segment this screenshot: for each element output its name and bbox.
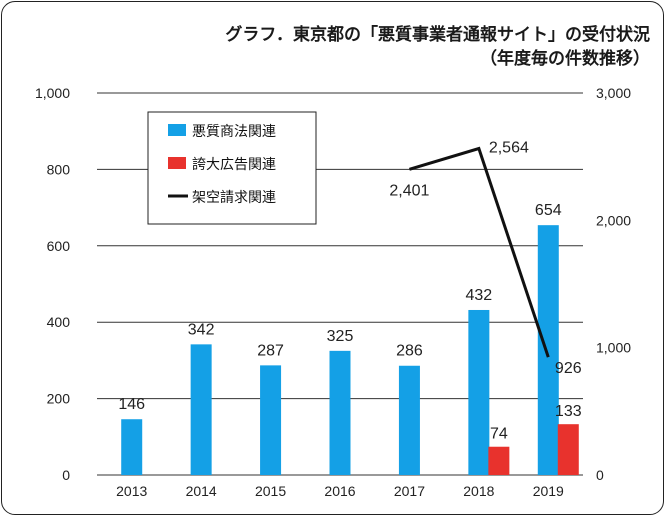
legend-label-1: 悪質商法関連 xyxy=(192,124,276,140)
y-right-tick-label: 1,000 xyxy=(596,340,631,356)
y-left-tick-label: 600 xyxy=(47,238,71,254)
line-path xyxy=(408,146,550,358)
y-left-tick-label: 400 xyxy=(47,314,71,330)
data-labels: 146 342 287 325 286 432 654 74 133 2,401 2,564 926 xyxy=(118,140,581,443)
bar-2015 xyxy=(260,365,282,475)
bar-2014 xyxy=(190,344,212,475)
chart-subtitle: （年度毎の件数推移） xyxy=(480,49,650,69)
data-label-blue: 342 xyxy=(188,321,215,338)
legend-label-2: 誇大広告関連 xyxy=(192,157,276,173)
legend-swatch-bar-blue xyxy=(168,124,186,136)
x-tick-label: 2018 xyxy=(463,483,494,499)
data-label-red: 74 xyxy=(490,426,508,443)
y-left-tick-label: 1,000 xyxy=(35,85,70,101)
y-right-tick-label: 3,000 xyxy=(596,85,631,101)
data-label-blue: 432 xyxy=(466,287,493,304)
x-tick-label: 2013 xyxy=(116,483,147,499)
line-series xyxy=(408,146,550,358)
bar-2019 xyxy=(537,225,559,475)
data-label-line: 926 xyxy=(555,360,582,377)
data-label-line: 2,401 xyxy=(389,182,429,199)
legend-swatch-bar-red xyxy=(168,157,186,169)
y-left-tick-label: 0 xyxy=(62,467,70,483)
data-label-blue: 325 xyxy=(327,328,354,345)
data-label-blue: 654 xyxy=(535,202,562,219)
data-label-blue: 286 xyxy=(396,343,423,360)
y-right-tick-label: 0 xyxy=(596,467,604,483)
bar-2016 xyxy=(329,350,351,475)
bar-2017 xyxy=(398,365,420,475)
x-tick-label: 2017 xyxy=(394,483,425,499)
data-label-line: 2,564 xyxy=(489,140,529,157)
data-label-blue: 146 xyxy=(118,396,145,413)
bar-2013 xyxy=(121,419,143,475)
x-tick-label: 2014 xyxy=(186,483,217,499)
data-label-blue: 287 xyxy=(257,342,284,359)
x-tick-label: 2015 xyxy=(255,483,286,499)
bar-red-2019 xyxy=(557,424,579,475)
bar-2018 xyxy=(468,309,490,475)
axes: 0 200 400 600 800 1,000 0 1,000 2,000 3,000 2013 20… xyxy=(35,85,631,499)
x-tick-label: 2019 xyxy=(533,483,564,499)
x-tick-label: 2016 xyxy=(324,483,355,499)
bar-red-2018 xyxy=(488,446,510,475)
y-left-tick-label: 200 xyxy=(47,391,71,407)
y-left-tick-label: 800 xyxy=(47,161,71,177)
chart-title: グラフ．東京都の「悪質事業者通報サイト」の受付状況 xyxy=(225,25,650,45)
y-right-tick-label: 2,000 xyxy=(596,212,631,228)
bars xyxy=(121,225,579,475)
data-label-red: 133 xyxy=(555,403,582,420)
legend-label-3: 架空請求関連 xyxy=(192,190,276,206)
legend: 悪質商法関連 誇大広告関連 架空請求関連 xyxy=(147,111,317,225)
